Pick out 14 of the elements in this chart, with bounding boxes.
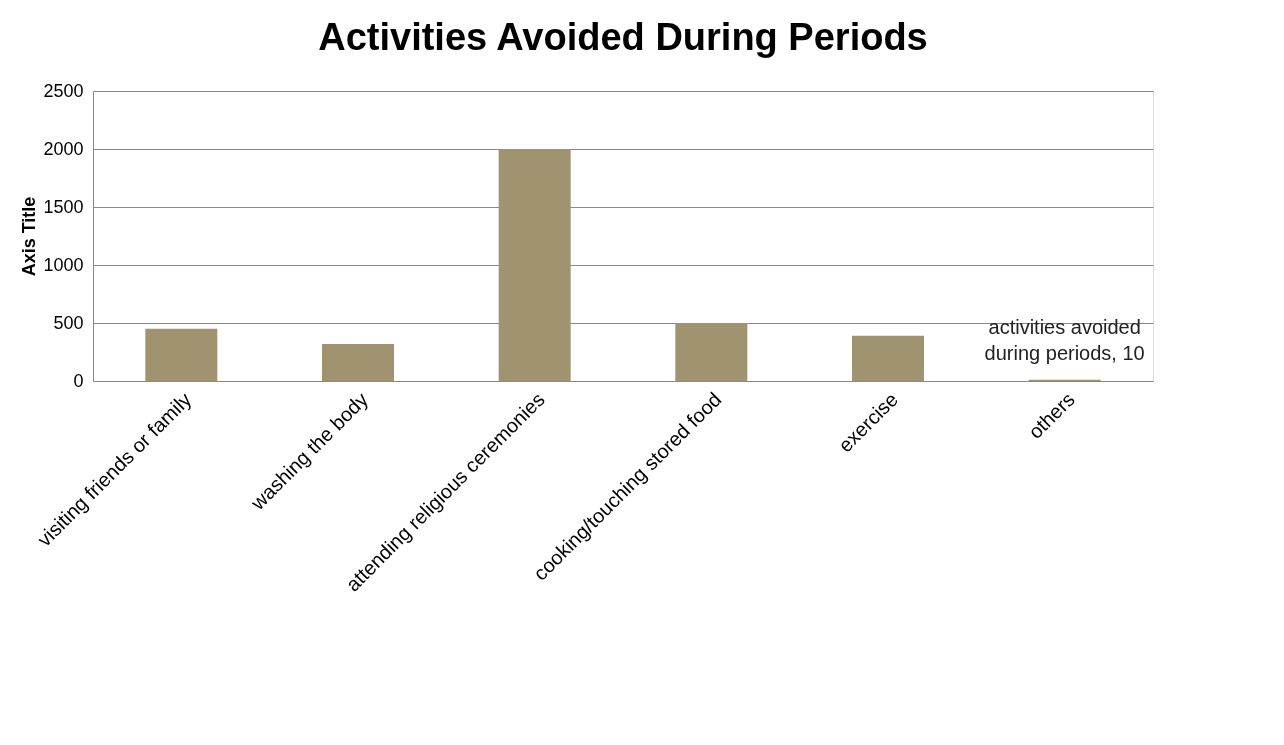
data-label: activities avoided during periods, 10: [984, 315, 1145, 364]
y-tick-label: 2500: [43, 80, 84, 101]
chart-title: Activities Avoided During Periods: [318, 16, 928, 58]
bar: [322, 343, 394, 381]
bar: [675, 323, 748, 381]
y-tick-label: 500: [53, 312, 84, 333]
bar: [145, 328, 218, 381]
y-axis-title: Axis Title: [19, 196, 40, 277]
y-tick-label: 0: [73, 370, 84, 391]
y-tick-label: 2000: [43, 138, 84, 159]
bar: [852, 335, 924, 381]
y-tick-label: 1000: [43, 254, 84, 275]
y-tick-label: 1500: [43, 196, 84, 217]
bar: [498, 149, 571, 381]
